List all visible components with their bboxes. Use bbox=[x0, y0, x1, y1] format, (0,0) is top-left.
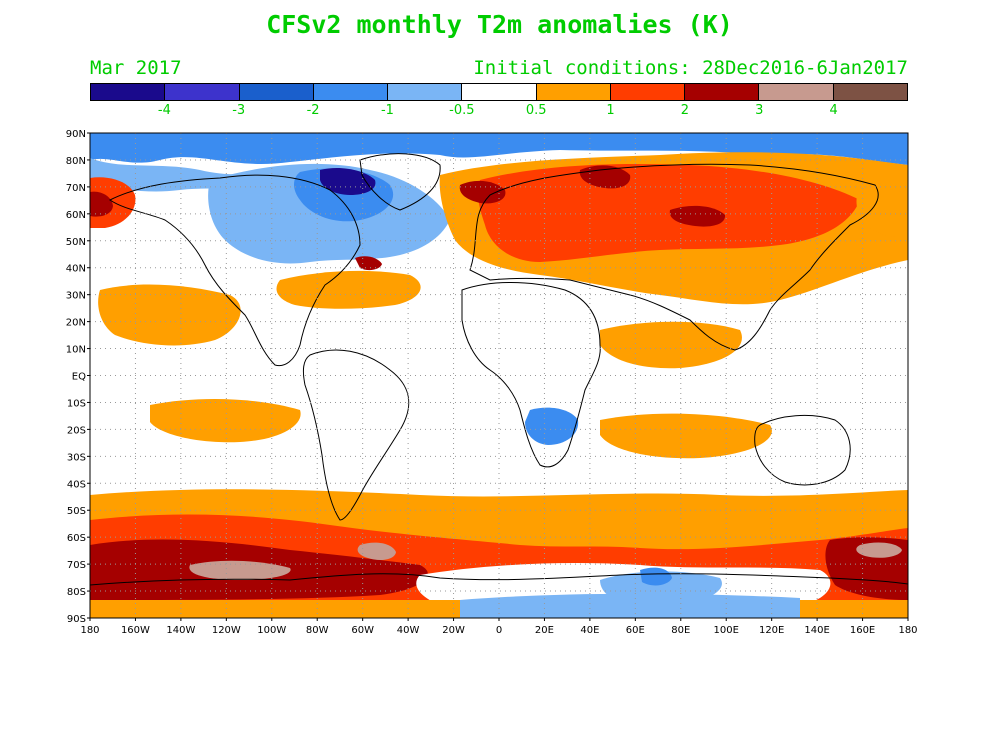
lon-label: 180 bbox=[898, 625, 917, 636]
lon-label: 160W bbox=[121, 625, 150, 636]
colorbar-label: -3 bbox=[232, 103, 246, 118]
bottom-warm-west bbox=[90, 600, 460, 618]
north-atlantic-hot bbox=[355, 256, 382, 271]
lat-label: 80S bbox=[67, 587, 86, 598]
lon-label: 80W bbox=[306, 625, 329, 636]
colorbar-labels: -4 -3 -2 -1 -0.5 0.5 1 2 3 4 bbox=[90, 103, 908, 121]
colorbar-segment bbox=[833, 84, 907, 100]
colorbar-segment bbox=[462, 84, 537, 100]
colorbar-segment bbox=[759, 84, 834, 100]
lat-label: 30N bbox=[66, 291, 86, 302]
south-indian-warm bbox=[600, 413, 772, 459]
colorbar-label: -2 bbox=[306, 103, 320, 118]
lon-label: 140W bbox=[166, 625, 195, 636]
atlantic-warm bbox=[276, 270, 421, 309]
lat-label: 10S bbox=[67, 398, 86, 409]
colorbar-label: -0.5 bbox=[449, 103, 475, 118]
map-grid bbox=[90, 133, 908, 618]
alaska-hot bbox=[90, 191, 113, 217]
lat-label: 80N bbox=[66, 156, 86, 167]
south-america-outline bbox=[302, 349, 410, 521]
scandinavia-hot bbox=[459, 180, 506, 204]
lon-label: 20W bbox=[442, 625, 465, 636]
lat-label: 60S bbox=[67, 533, 86, 544]
latitude-labels: 90N 80N 70N 60N 50N 40N 30N 20N 10N EQ 10S 20S 30S 40… bbox=[66, 129, 90, 625]
antarctic-cold-base bbox=[460, 593, 800, 618]
antarctic-extreme-2 bbox=[357, 542, 396, 560]
lat-label: 40N bbox=[66, 264, 86, 275]
lon-label: 60W bbox=[351, 625, 374, 636]
africa-outline bbox=[461, 282, 601, 468]
lat-label: 70N bbox=[66, 183, 86, 194]
colorbar-segment bbox=[313, 84, 389, 100]
lat-label: EQ bbox=[72, 372, 86, 383]
lon-label: 100W bbox=[257, 625, 286, 636]
lat-label: 90S bbox=[67, 614, 86, 625]
lat-label: 40S bbox=[67, 479, 86, 490]
eurasia-strong-warm bbox=[477, 163, 860, 262]
north-america-outline bbox=[109, 174, 361, 367]
lon-label: 40W bbox=[397, 625, 420, 636]
lat-label: 10N bbox=[66, 345, 86, 356]
weddell-cold bbox=[640, 567, 672, 586]
anomaly-fields bbox=[90, 133, 908, 618]
bottom-warm-east bbox=[800, 600, 908, 618]
lon-label: 120W bbox=[212, 625, 241, 636]
colorbar-label: 3 bbox=[755, 103, 764, 118]
lat-label: 50N bbox=[66, 237, 86, 248]
antarctica-outline bbox=[90, 573, 908, 586]
lon-label: 60E bbox=[626, 625, 645, 636]
colorbar-label: -1 bbox=[380, 103, 394, 118]
lat-label: 30S bbox=[67, 452, 86, 463]
lon-label: 160E bbox=[850, 625, 875, 636]
lat-label: 70S bbox=[67, 560, 86, 571]
colorbar-segment bbox=[610, 84, 686, 100]
southern-africa-cold bbox=[525, 407, 579, 445]
lon-label: 100E bbox=[714, 625, 739, 636]
colorbar-segment bbox=[165, 84, 240, 100]
lon-label: 20E bbox=[535, 625, 554, 636]
lon-label: 120E bbox=[759, 625, 784, 636]
central-asia-hot bbox=[669, 205, 726, 227]
lat-label: 50S bbox=[67, 506, 86, 517]
antarctic-extreme-3 bbox=[856, 542, 902, 558]
longitude-labels: 180 160W 140W 120W 100W 80W 60W 40W 20W 0 20E 40E 60… bbox=[80, 618, 918, 636]
lat-label: 20N bbox=[66, 318, 86, 329]
colorbar-label: -4 bbox=[157, 103, 171, 118]
lon-label: 140E bbox=[804, 625, 829, 636]
lon-label: 40E bbox=[580, 625, 599, 636]
colorbar-label: 0.5 bbox=[525, 103, 547, 118]
bering-warm bbox=[856, 187, 908, 237]
lon-label: 180 bbox=[80, 625, 99, 636]
south-pacific-warm bbox=[150, 398, 301, 443]
lat-label: 90N bbox=[66, 129, 86, 140]
lon-label: 80E bbox=[671, 625, 690, 636]
forecast-month: Mar 2017 bbox=[90, 57, 182, 79]
colorbar-segment bbox=[388, 84, 463, 100]
initial-conditions: Initial conditions: 28Dec2016-6Jan2017 bbox=[473, 57, 908, 79]
antarctic-extreme bbox=[189, 560, 291, 580]
colorbar-segment bbox=[685, 84, 760, 100]
lon-label: 0 bbox=[496, 625, 502, 636]
colorbar-label: 1 bbox=[606, 103, 615, 118]
colorbar-segment bbox=[239, 84, 314, 100]
colorbar-segment bbox=[536, 84, 611, 100]
lat-label: 60N bbox=[66, 210, 86, 221]
colorbar-label: 2 bbox=[680, 103, 690, 118]
map-title: CFSv2 monthly T2m anomalies (K) bbox=[266, 10, 733, 39]
greenland-outline bbox=[359, 153, 441, 211]
lat-label: 20S bbox=[67, 425, 86, 436]
colorbar-label: 4 bbox=[829, 103, 838, 118]
colorbar-segment bbox=[91, 84, 166, 100]
north-pacific-warm bbox=[98, 284, 241, 346]
colorbar bbox=[90, 83, 908, 101]
